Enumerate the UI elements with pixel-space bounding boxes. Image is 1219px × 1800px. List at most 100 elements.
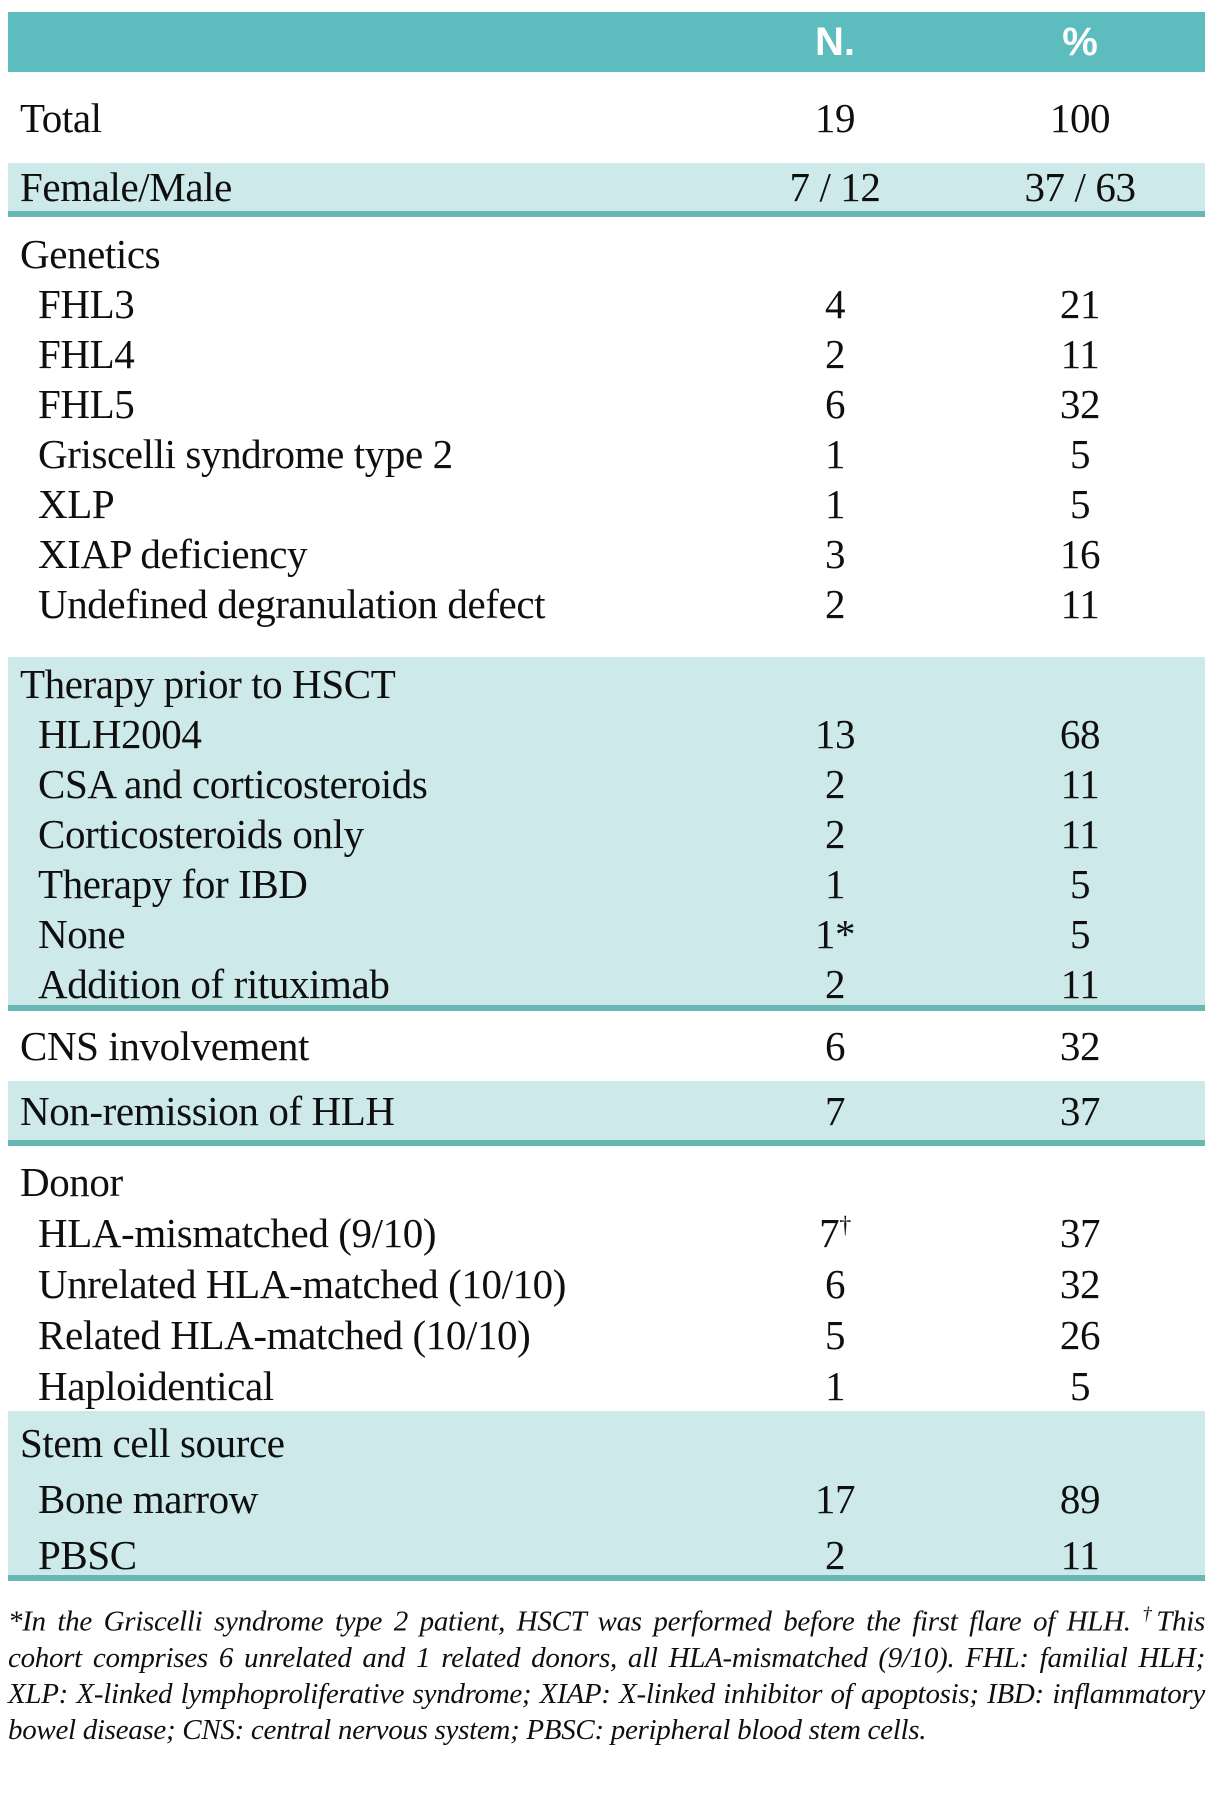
cell-pct-value: 11 (1060, 961, 1100, 1007)
n-value-text: 6 (824, 1023, 846, 1069)
table-section: Non-remission of HLH 7 37 (8, 1081, 1205, 1146)
footnote-text-part1: *In the Griscelli syndrome type 2 patien… (8, 1605, 1143, 1638)
row-label: CNS involvement (20, 1023, 309, 1069)
row-label: Genetics (20, 231, 161, 277)
table-section: Stem cell source Bone marrow 17 89 PBSC 2 11 (8, 1411, 1205, 1581)
cell-n-value: 2 (715, 760, 955, 808)
cell-pct-value: 11 (1060, 331, 1100, 377)
table-row: Related HLA-matched (10/10) 5 26 (8, 1309, 1205, 1360)
n-value-text: 6 (824, 381, 846, 427)
n-value-text: 4 (824, 281, 846, 327)
cell-pct-value: 5 (1069, 1362, 1091, 1409)
cell-n-value: 2 (715, 330, 955, 378)
cell-n-value: 17 (715, 1475, 955, 1523)
cell-pct-value: 26 (1059, 1311, 1101, 1358)
cell-n-value: 19 (715, 94, 955, 142)
table-row: Therapy for IBD 1 5 (8, 859, 1205, 909)
n-value-text: 5 (824, 1311, 846, 1358)
row-label: XLP (38, 481, 115, 527)
table-row: None 1* 5 (8, 909, 1205, 959)
table-row: CSA and corticosteroids 2 11 (8, 759, 1205, 809)
row-label: Unrelated HLA-matched (10/10) (38, 1260, 567, 1307)
row-label: Bone marrow (38, 1476, 258, 1522)
cell-n-value: 3 (715, 530, 955, 578)
row-label: PBSC (38, 1532, 137, 1578)
cell-n-value: 6 (715, 1260, 955, 1308)
table-section: Therapy prior to HSCT HLH2004 13 68 CSA and … (8, 657, 1205, 1011)
n-value-text: 13 (814, 711, 856, 757)
cell-n-value: 7 (715, 1087, 955, 1135)
cell-n-value: 1 (715, 860, 955, 908)
table-row: Addition of rituximab 2 11 (8, 959, 1205, 1009)
table-section: CNS involvement 6 32 (8, 1011, 1205, 1081)
n-value-text: 1 (824, 481, 846, 527)
cell-pct-value: 32 (1059, 381, 1101, 427)
table-section: Female/Male 7 / 12 37 / 63 (8, 163, 1205, 217)
cell-pct-value: 37 (1059, 1209, 1101, 1256)
row-label: FHL3 (38, 281, 135, 327)
table-row: Undefined degranulation defect 2 11 (8, 579, 1205, 629)
n-value-text: 2 (824, 331, 846, 377)
cell-pct-value: 11 (1060, 761, 1100, 807)
table-row: FHL3 4 21 (8, 279, 1205, 329)
table-footnote: *In the Griscelli syndrome type 2 patien… (8, 1597, 1205, 1748)
table-row: FHL5 6 32 (8, 379, 1205, 429)
n-value-text: 19 (814, 94, 856, 141)
row-label: FHL5 (38, 381, 135, 427)
n-value-text: 6 (824, 1260, 846, 1307)
footnote-text-part2: This cohort comprises 6 unrelated and 1 … (8, 1605, 1205, 1746)
table-row: Therapy prior to HSCT (8, 659, 1205, 709)
column-header-pct: % (1062, 19, 1098, 64)
n-value-text: 2 (824, 1532, 846, 1578)
table-row: Bone marrow 17 89 (8, 1471, 1205, 1527)
column-header-n: N. (815, 19, 855, 64)
table-row: XLP 1 5 (8, 479, 1205, 529)
table-row: Haploidentical 1 5 (8, 1360, 1205, 1411)
cell-n-value: 2 (715, 1531, 955, 1579)
row-label: Stem cell source (20, 1420, 285, 1466)
cell-n-value: 1 (715, 430, 955, 478)
cell-pct-value: 16 (1059, 531, 1101, 577)
table-row: PBSC 2 11 (8, 1527, 1205, 1583)
table-row: Corticosteroids only 2 11 (8, 809, 1205, 859)
dagger-marker: † (839, 1211, 851, 1238)
cell-n-value: 6 (715, 1022, 955, 1070)
row-label: Undefined degranulation defect (38, 581, 546, 627)
n-value-text: 2 (824, 581, 846, 627)
cell-pct-value: 32 (1059, 1260, 1101, 1307)
n-value-text: 7 (819, 1209, 840, 1256)
table-row: HLA-mismatched (9/10) 7† 37 (8, 1207, 1205, 1258)
table-row: Unrelated HLA-matched (10/10) 6 32 (8, 1258, 1205, 1309)
row-label: Female/Male (20, 164, 232, 210)
dagger-marker: † (1142, 1604, 1157, 1625)
table-body: Total 19 100 Female/Male 7 / 12 37 / 63 Geneti… (8, 72, 1205, 1581)
n-value-text: 7 / 12 (789, 164, 881, 210)
table-row: Non-remission of HLH 7 37 (8, 1081, 1205, 1140)
table-row: XIAP deficiency 3 16 (8, 529, 1205, 579)
table-row: HLH2004 13 68 (8, 709, 1205, 759)
row-label: Haploidentical (38, 1362, 274, 1409)
table-section: Genetics FHL3 4 21 FHL4 2 11 FHL5 6 32 Griscelli s… (8, 217, 1205, 657)
row-label: FHL4 (38, 331, 135, 377)
cell-n-value: 2 (715, 810, 955, 858)
cell-n-value: 5 (715, 1311, 955, 1359)
row-label: Therapy prior to HSCT (20, 661, 396, 707)
row-label: CSA and corticosteroids (38, 761, 428, 807)
cell-n-value: 13 (715, 710, 955, 758)
table-row: Griscelli syndrome type 2 1 5 (8, 429, 1205, 479)
cell-pct-value: 11 (1060, 811, 1100, 857)
table-row: Stem cell source (8, 1415, 1205, 1471)
row-label: None (38, 911, 126, 957)
n-value-text: 3 (824, 531, 846, 577)
table-section: Total 19 100 (8, 72, 1205, 163)
cell-n-value: 2 (715, 960, 955, 1008)
cell-pct-value: 37 (1059, 1087, 1101, 1134)
table-row: CNS involvement 6 32 (8, 1011, 1205, 1081)
n-value-text: 1* (814, 911, 856, 957)
cell-pct-value: 11 (1060, 1532, 1100, 1578)
row-label: XIAP deficiency (38, 531, 308, 577)
cell-pct-value: 11 (1060, 581, 1100, 627)
cell-pct-value: 68 (1059, 711, 1101, 757)
cell-pct-value: 5 (1069, 431, 1091, 477)
cell-pct-value: 5 (1069, 911, 1091, 957)
